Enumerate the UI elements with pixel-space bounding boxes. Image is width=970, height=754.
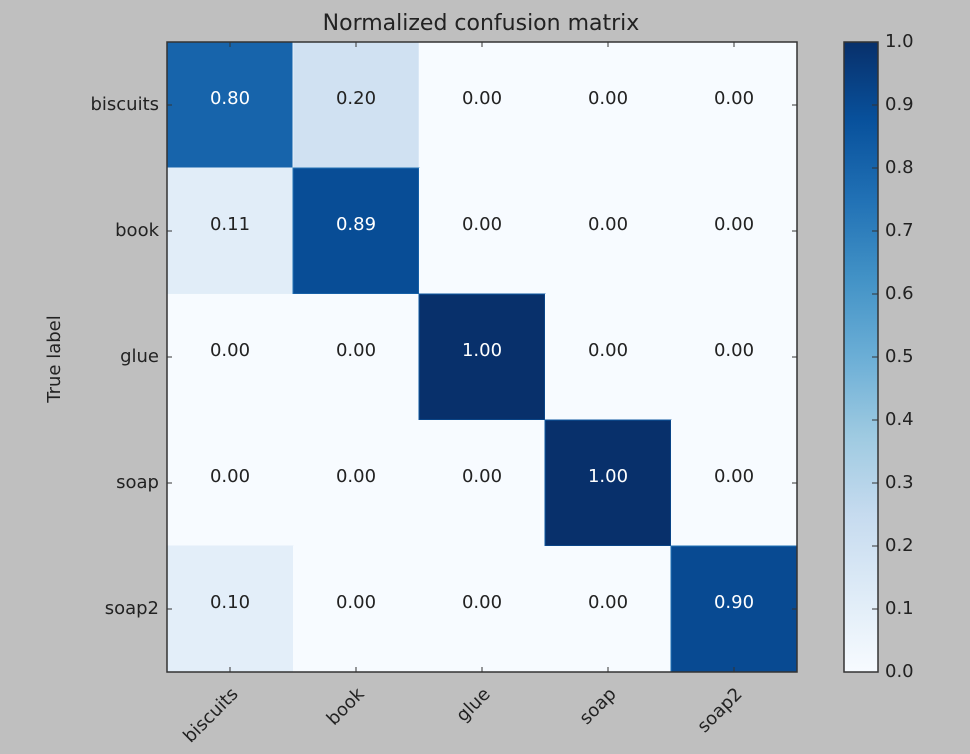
cell-value-label: 0.00	[588, 88, 628, 109]
cell-value-label: 0.00	[210, 466, 250, 487]
chart-title: Normalized confusion matrix	[323, 11, 640, 36]
colorbar-tick-label: 0.6	[885, 283, 914, 304]
colorbar-tick-label: 0.5	[885, 346, 914, 367]
cell-value-label: 0.00	[462, 466, 502, 487]
cell-value-label: 0.89	[336, 214, 376, 235]
cell-value-label: 0.00	[588, 214, 628, 235]
y-tick-labels: biscuits book glue soap soap2	[90, 94, 797, 619]
heatmap-cell	[419, 168, 545, 294]
y-tick-label: soap2	[105, 598, 159, 619]
cell-value-label: 0.00	[714, 340, 754, 361]
cell-value-label: 0.00	[336, 340, 376, 361]
x-tick-label: glue	[452, 684, 494, 726]
y-tick-label: soap	[116, 472, 159, 493]
cell-value-label: 0.10	[210, 592, 250, 613]
heatmap-cell	[545, 168, 671, 294]
cell-value-label: 0.90	[714, 592, 754, 613]
heatmap-cell	[167, 420, 293, 546]
x-tick-label: book	[323, 683, 369, 729]
heatmap-cells: 0.80 0.20 0.00 0.00 0.00 0.11 0.89 0.00 0.00 0.00…	[166, 41, 798, 673]
cell-value-label: 0.00	[714, 466, 754, 487]
x-tick-label: soap2	[693, 684, 746, 737]
y-tick-label: book	[115, 220, 159, 241]
cell-value-label: 0.00	[588, 592, 628, 613]
heatmap-cell	[544, 419, 672, 547]
cell-value-label: 0.00	[462, 88, 502, 109]
x-tick-label: soap	[575, 684, 620, 729]
heatmap-cell	[545, 42, 671, 168]
colorbar-tick-label: 0.0	[885, 661, 914, 682]
cell-value-label: 0.20	[336, 88, 376, 109]
cell-value-label: 1.00	[462, 340, 502, 361]
y-tick-label: biscuits	[90, 94, 159, 115]
heatmap-cell	[167, 294, 293, 420]
colorbar-tick-label: 1.0	[885, 31, 914, 52]
heatmap-cell	[671, 42, 797, 168]
cell-value-label: 0.00	[588, 340, 628, 361]
cell-value-label: 0.00	[714, 214, 754, 235]
colorbar-tick-labels: 0.0 0.1 0.2 0.3 0.4 0.5 0.6 0.7 0.8 0.9 1.0	[872, 31, 914, 682]
heatmap-cell	[670, 545, 798, 673]
heatmap-cell	[293, 546, 419, 672]
heatmap-cell	[166, 41, 294, 169]
heatmap-cell	[419, 546, 545, 672]
heatmap-cell	[671, 420, 797, 546]
cell-value-label: 0.00	[462, 214, 502, 235]
x-tick-label: biscuits	[179, 684, 242, 747]
colorbar-tick-label: 0.7	[885, 220, 914, 241]
y-axis-label: True label	[44, 315, 65, 404]
colorbar-tick-label: 0.3	[885, 472, 914, 493]
heatmap-cell	[293, 294, 419, 420]
heatmap-cell	[293, 420, 419, 546]
heatmap-cell	[545, 294, 671, 420]
colorbar-tick-label: 0.4	[885, 409, 914, 430]
cell-value-label: 1.00	[588, 466, 628, 487]
heatmap-cell	[419, 420, 545, 546]
colorbar-tick-label: 0.1	[885, 598, 914, 619]
cell-value-label: 0.00	[462, 592, 502, 613]
cell-value-label: 0.11	[210, 214, 250, 235]
cell-value-label: 0.00	[336, 466, 376, 487]
heatmap-cell	[166, 545, 294, 673]
y-tick-label: glue	[120, 346, 159, 367]
heatmap-cell	[419, 42, 545, 168]
cell-value-label: 0.80	[210, 88, 250, 109]
heatmap-cell	[292, 41, 420, 169]
heatmap-cell	[671, 168, 797, 294]
cell-value-label: 0.00	[714, 88, 754, 109]
colorbar-tick-label: 0.9	[885, 94, 914, 115]
heatmap-cell	[545, 546, 671, 672]
colorbar-tick-label: 0.2	[885, 535, 914, 556]
heatmap-cell	[671, 294, 797, 420]
cell-value-label: 0.00	[210, 340, 250, 361]
cell-value-label: 0.00	[336, 592, 376, 613]
colorbar-tick-label: 0.8	[885, 157, 914, 178]
